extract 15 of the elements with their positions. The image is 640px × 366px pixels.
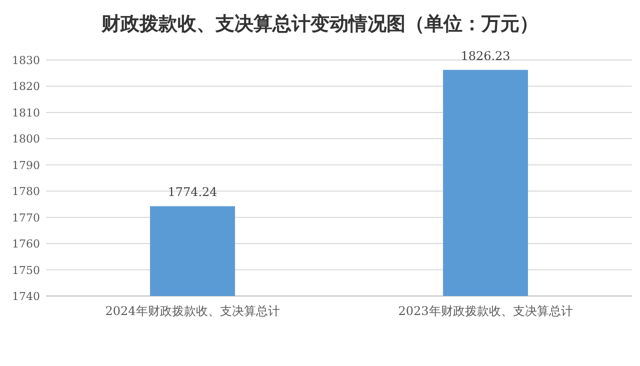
chart-title: 财政拨款收、支决算总计变动情况图（单位：万元） (100, 13, 538, 35)
y-tick-label: 1810 (12, 106, 40, 120)
y-tick-label: 1760 (12, 238, 40, 251)
data-label: 1826.23 (460, 48, 510, 63)
x-tick-label: 2024年财政拨款收、支决算总计 (105, 304, 280, 318)
y-tick-label: 1790 (12, 158, 40, 172)
y-tick-label: 1780 (12, 185, 40, 198)
y-tick-label: 1750 (12, 264, 40, 277)
y-tick-label: 1820 (12, 80, 40, 94)
y-tick-label: 1770 (12, 211, 40, 224)
x-tick-label: 2023年财政拨款收、支决算总计 (398, 304, 573, 318)
data-label: 1774.24 (168, 185, 218, 200)
y-tick-label: 1830 (12, 54, 40, 67)
y-tick-label: 1740 (12, 290, 40, 303)
y-tick-label: 1800 (12, 132, 40, 146)
